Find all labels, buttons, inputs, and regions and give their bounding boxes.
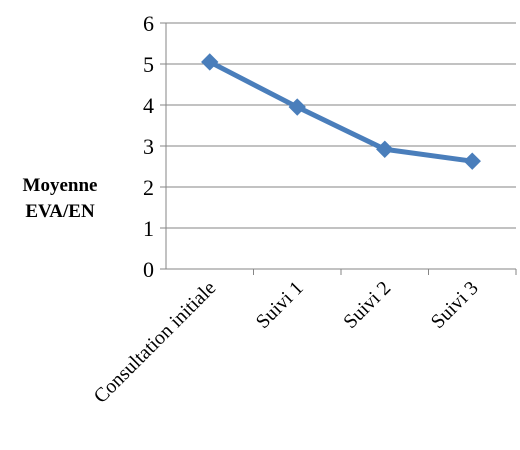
x-tick-label-4: Suivi 3 <box>427 277 483 333</box>
y-axis-title-line-1: Moyenne <box>22 175 98 196</box>
data-point-1 <box>201 53 219 71</box>
x-tick-label-1: Consultation initiale <box>90 277 221 408</box>
y-tick-label-2: 2 <box>143 175 154 200</box>
data-point-3 <box>376 140 394 158</box>
y-tick-label-5: 5 <box>143 52 154 77</box>
series-line <box>207 59 475 164</box>
y-tick-label-4: 4 <box>143 93 154 118</box>
data-point-2 <box>288 98 306 116</box>
y-tick-label-1: 1 <box>143 216 154 241</box>
y-tick-label-3: 3 <box>143 134 154 159</box>
x-tick-label-2: Suivi 1 <box>252 277 308 333</box>
tick-labels: 0 1 2 3 4 5 6 Consultation initiale Suivi 1 Suivi… <box>90 11 483 408</box>
y-axis-title: Moyenne EVA/EN <box>6 173 114 225</box>
gridlines <box>166 22 516 229</box>
data-point-4 <box>463 152 481 170</box>
series <box>201 53 481 170</box>
x-tick-label-3: Suivi 2 <box>339 277 395 333</box>
axes <box>160 22 517 275</box>
y-axis-title-line-2: EVA/EN <box>25 201 95 222</box>
y-tick-label-0: 0 <box>143 257 154 282</box>
y-tick-label-6: 6 <box>143 11 154 36</box>
